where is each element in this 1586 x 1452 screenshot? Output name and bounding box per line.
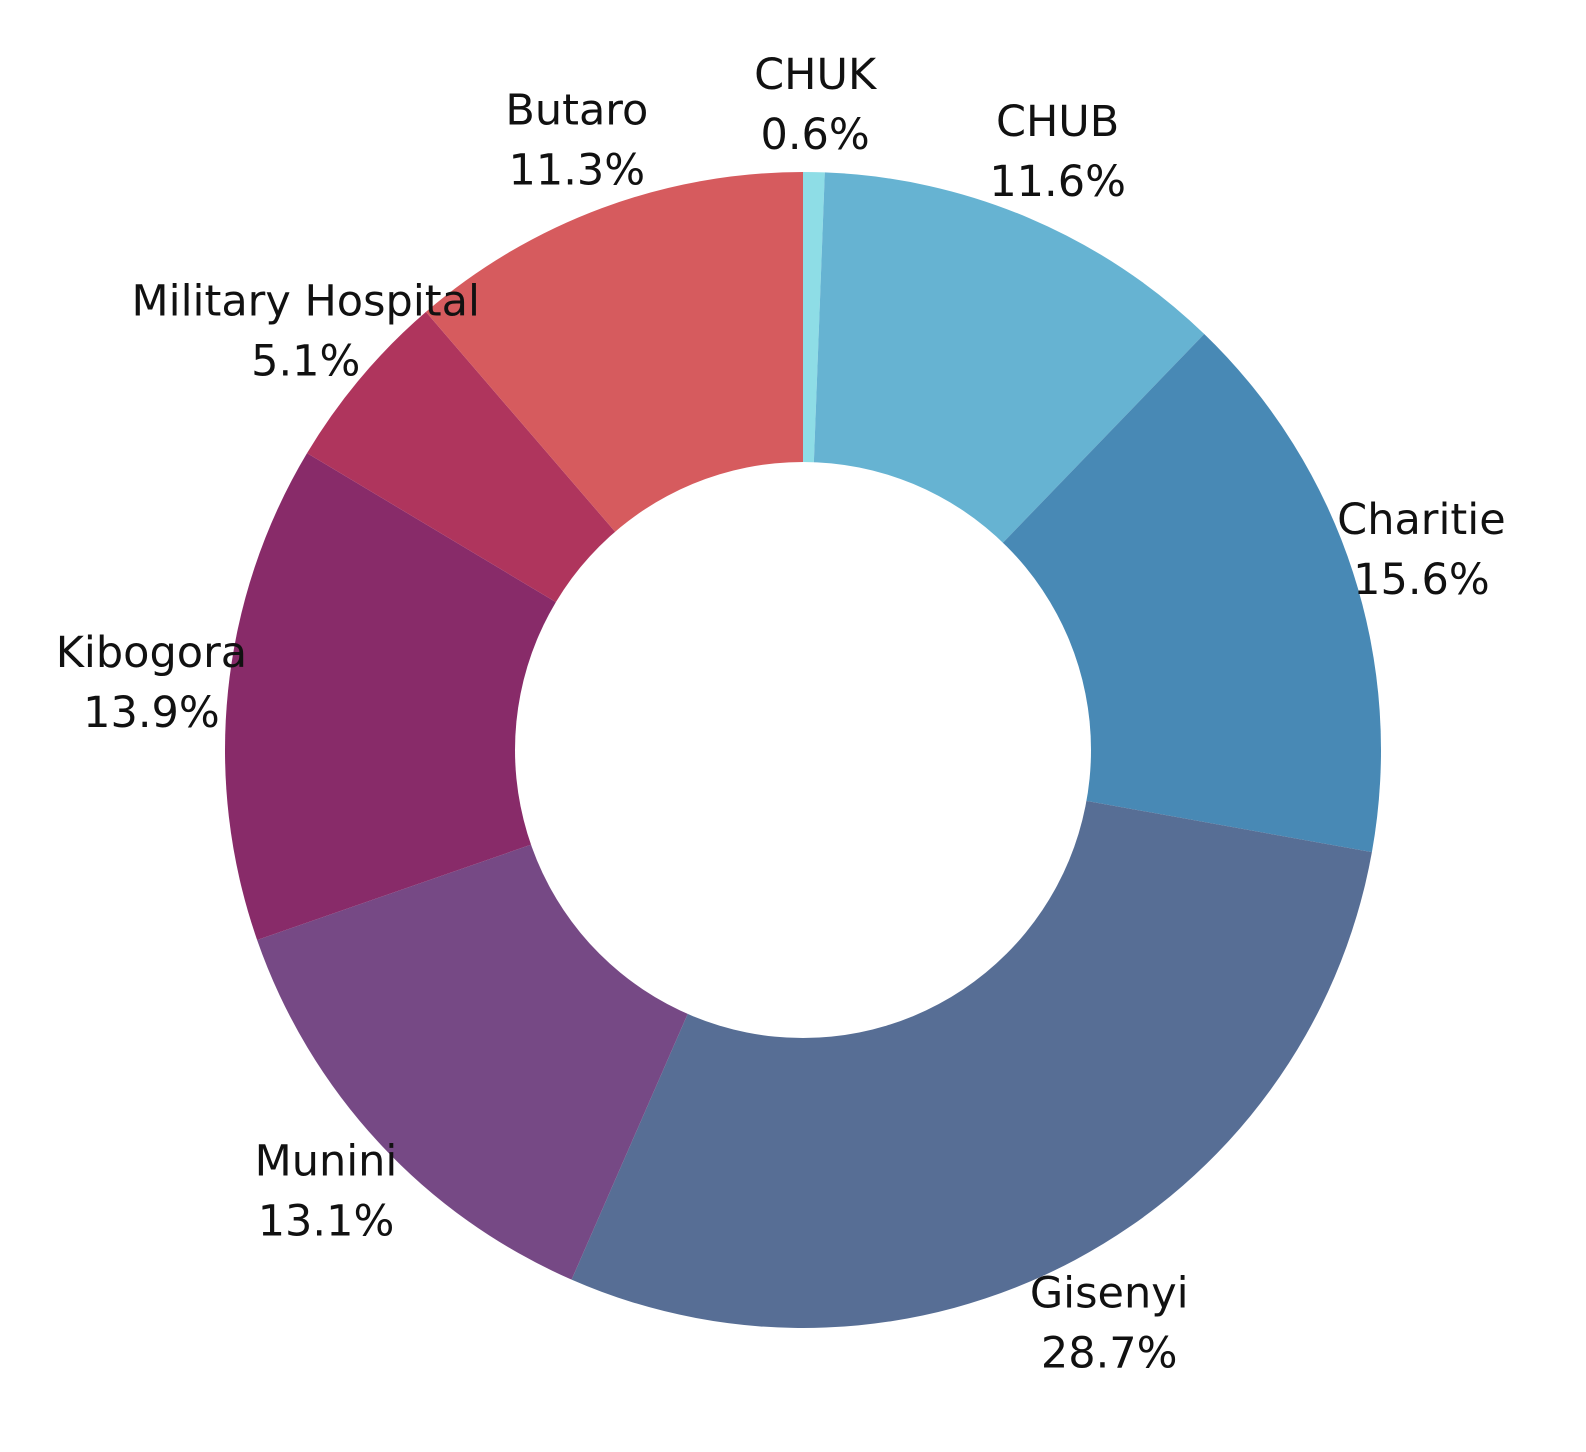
slice-value-chub: 11.6%	[989, 157, 1126, 207]
slice-value-munini: 13.1%	[258, 1197, 395, 1247]
slice-kibogora	[225, 453, 804, 940]
slice-name-kibogora: Kibogora	[56, 628, 247, 678]
slice-value-charitie: 15.6%	[1353, 555, 1490, 605]
slice-value-kibogora: 13.9%	[83, 688, 220, 738]
donut-hole	[515, 462, 1091, 1038]
slice-value-chuk: 0.6%	[761, 110, 870, 160]
slice-value-butaro: 11.3%	[509, 146, 646, 196]
slice-name-munini: Munini	[255, 1137, 398, 1187]
slice-name-butaro: Butaro	[505, 86, 648, 136]
slice-name-military-hospital: Military Hospital	[132, 276, 480, 326]
slice-labels: CHUK 0.6% CHUB 11.6% Charitie 15.6% Gisenyi 28.…	[56, 50, 1506, 1378]
slice-value-gisenyi: 28.7%	[1041, 1328, 1178, 1378]
slice-value-military-hospital: 5.1%	[251, 336, 360, 386]
slice-name-charitie: Charitie	[1337, 495, 1506, 545]
slice-name-chub: CHUB	[996, 97, 1119, 147]
slice-name-gisenyi: Gisenyi	[1030, 1268, 1189, 1318]
slice-name-chuk: CHUK	[754, 50, 878, 100]
